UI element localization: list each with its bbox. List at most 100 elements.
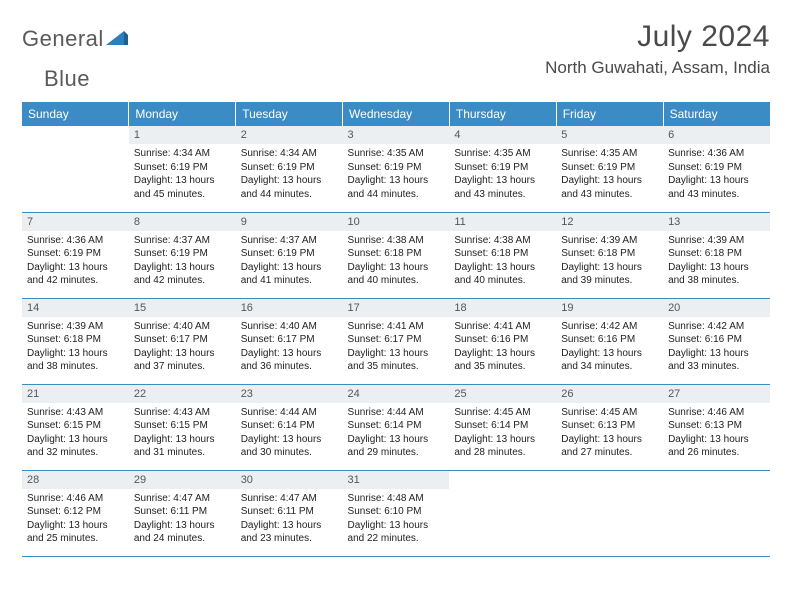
daylight-text-1: Daylight: 13 hours	[134, 519, 231, 533]
sunrise-text: Sunrise: 4:35 AM	[454, 147, 551, 161]
day-details: Sunrise: 4:42 AMSunset: 6:16 PMDaylight:…	[663, 317, 770, 376]
sunset-text: Sunset: 6:17 PM	[241, 333, 338, 347]
day-details: Sunrise: 4:44 AMSunset: 6:14 PMDaylight:…	[343, 403, 450, 462]
title-block: July 2024 North Guwahati, Assam, India	[545, 20, 770, 78]
sunset-text: Sunset: 6:16 PM	[668, 333, 765, 347]
daylight-text-1: Daylight: 13 hours	[134, 433, 231, 447]
day-details: Sunrise: 4:39 AMSunset: 6:18 PMDaylight:…	[556, 231, 663, 290]
sunrise-text: Sunrise: 4:35 AM	[348, 147, 445, 161]
sunrise-text: Sunrise: 4:36 AM	[668, 147, 765, 161]
day-number: 26	[556, 385, 663, 403]
day-number: 10	[343, 213, 450, 231]
day-number: 28	[22, 471, 129, 489]
day-details: Sunrise: 4:41 AMSunset: 6:17 PMDaylight:…	[343, 317, 450, 376]
daylight-text-1: Daylight: 13 hours	[348, 261, 445, 275]
calendar-day-cell: 21Sunrise: 4:43 AMSunset: 6:15 PMDayligh…	[22, 384, 129, 470]
day-number: 20	[663, 299, 770, 317]
day-details: Sunrise: 4:40 AMSunset: 6:17 PMDaylight:…	[236, 317, 343, 376]
calendar-day-cell: 1Sunrise: 4:34 AMSunset: 6:19 PMDaylight…	[129, 126, 236, 212]
calendar-day-cell: 4Sunrise: 4:35 AMSunset: 6:19 PMDaylight…	[449, 126, 556, 212]
sunset-text: Sunset: 6:18 PM	[348, 247, 445, 261]
sunset-text: Sunset: 6:12 PM	[27, 505, 124, 519]
calendar-day-cell: 19Sunrise: 4:42 AMSunset: 6:16 PMDayligh…	[556, 298, 663, 384]
day-details: Sunrise: 4:44 AMSunset: 6:14 PMDaylight:…	[236, 403, 343, 462]
calendar-day-cell	[556, 470, 663, 556]
calendar-day-cell	[663, 470, 770, 556]
calendar-day-cell: 13Sunrise: 4:39 AMSunset: 6:18 PMDayligh…	[663, 212, 770, 298]
daylight-text-2: and 25 minutes.	[27, 532, 124, 546]
daylight-text-2: and 43 minutes.	[454, 188, 551, 202]
daylight-text-2: and 24 minutes.	[134, 532, 231, 546]
calendar-day-cell: 7Sunrise: 4:36 AMSunset: 6:19 PMDaylight…	[22, 212, 129, 298]
day-number: 11	[449, 213, 556, 231]
sunrise-text: Sunrise: 4:41 AM	[454, 320, 551, 334]
day-details: Sunrise: 4:37 AMSunset: 6:19 PMDaylight:…	[129, 231, 236, 290]
sunrise-text: Sunrise: 4:38 AM	[348, 234, 445, 248]
daylight-text-2: and 39 minutes.	[561, 274, 658, 288]
calendar-day-cell: 12Sunrise: 4:39 AMSunset: 6:18 PMDayligh…	[556, 212, 663, 298]
calendar-day-cell: 29Sunrise: 4:47 AMSunset: 6:11 PMDayligh…	[129, 470, 236, 556]
sunset-text: Sunset: 6:19 PM	[241, 247, 338, 261]
sunset-text: Sunset: 6:18 PM	[27, 333, 124, 347]
calendar-day-cell: 26Sunrise: 4:45 AMSunset: 6:13 PMDayligh…	[556, 384, 663, 470]
logo-triangle-icon	[106, 29, 128, 50]
day-details: Sunrise: 4:43 AMSunset: 6:15 PMDaylight:…	[129, 403, 236, 462]
month-title: July 2024	[545, 20, 770, 54]
day-number: 24	[343, 385, 450, 403]
daylight-text-2: and 23 minutes.	[241, 532, 338, 546]
calendar-day-cell: 2Sunrise: 4:34 AMSunset: 6:19 PMDaylight…	[236, 126, 343, 212]
sunrise-text: Sunrise: 4:47 AM	[241, 492, 338, 506]
calendar-day-cell: 11Sunrise: 4:38 AMSunset: 6:18 PMDayligh…	[449, 212, 556, 298]
day-number: 27	[663, 385, 770, 403]
day-details: Sunrise: 4:42 AMSunset: 6:16 PMDaylight:…	[556, 317, 663, 376]
daylight-text-2: and 40 minutes.	[454, 274, 551, 288]
calendar-week-row: 21Sunrise: 4:43 AMSunset: 6:15 PMDayligh…	[22, 384, 770, 470]
daylight-text-1: Daylight: 13 hours	[348, 519, 445, 533]
calendar-week-row: 1Sunrise: 4:34 AMSunset: 6:19 PMDaylight…	[22, 126, 770, 212]
calendar-day-cell	[449, 470, 556, 556]
sunset-text: Sunset: 6:11 PM	[134, 505, 231, 519]
calendar-day-cell: 23Sunrise: 4:44 AMSunset: 6:14 PMDayligh…	[236, 384, 343, 470]
calendar-day-cell: 24Sunrise: 4:44 AMSunset: 6:14 PMDayligh…	[343, 384, 450, 470]
sunrise-text: Sunrise: 4:34 AM	[134, 147, 231, 161]
daylight-text-2: and 44 minutes.	[241, 188, 338, 202]
day-number	[663, 471, 770, 489]
calendar-day-cell: 10Sunrise: 4:38 AMSunset: 6:18 PMDayligh…	[343, 212, 450, 298]
day-header: Tuesday	[236, 102, 343, 126]
day-header: Friday	[556, 102, 663, 126]
sunrise-text: Sunrise: 4:43 AM	[134, 406, 231, 420]
daylight-text-1: Daylight: 13 hours	[454, 261, 551, 275]
day-header: Wednesday	[343, 102, 450, 126]
sunrise-text: Sunrise: 4:36 AM	[27, 234, 124, 248]
sunset-text: Sunset: 6:17 PM	[348, 333, 445, 347]
calendar-day-cell: 6Sunrise: 4:36 AMSunset: 6:19 PMDaylight…	[663, 126, 770, 212]
sunrise-text: Sunrise: 4:43 AM	[27, 406, 124, 420]
calendar-header-row: SundayMondayTuesdayWednesdayThursdayFrid…	[22, 102, 770, 126]
day-number: 25	[449, 385, 556, 403]
day-details: Sunrise: 4:40 AMSunset: 6:17 PMDaylight:…	[129, 317, 236, 376]
calendar-week-row: 28Sunrise: 4:46 AMSunset: 6:12 PMDayligh…	[22, 470, 770, 556]
sunrise-text: Sunrise: 4:46 AM	[668, 406, 765, 420]
day-details: Sunrise: 4:47 AMSunset: 6:11 PMDaylight:…	[129, 489, 236, 548]
day-details: Sunrise: 4:36 AMSunset: 6:19 PMDaylight:…	[663, 144, 770, 203]
day-number	[449, 471, 556, 489]
sunrise-text: Sunrise: 4:42 AM	[668, 320, 765, 334]
day-details: Sunrise: 4:38 AMSunset: 6:18 PMDaylight:…	[343, 231, 450, 290]
daylight-text-1: Daylight: 13 hours	[134, 174, 231, 188]
daylight-text-2: and 32 minutes.	[27, 446, 124, 460]
calendar-day-cell: 25Sunrise: 4:45 AMSunset: 6:14 PMDayligh…	[449, 384, 556, 470]
daylight-text-1: Daylight: 13 hours	[134, 261, 231, 275]
day-details: Sunrise: 4:39 AMSunset: 6:18 PMDaylight:…	[22, 317, 129, 376]
day-details: Sunrise: 4:41 AMSunset: 6:16 PMDaylight:…	[449, 317, 556, 376]
daylight-text-2: and 35 minutes.	[348, 360, 445, 374]
day-number: 22	[129, 385, 236, 403]
sunrise-text: Sunrise: 4:44 AM	[241, 406, 338, 420]
day-number: 4	[449, 126, 556, 144]
logo: General	[22, 26, 130, 52]
calendar-week-row: 7Sunrise: 4:36 AMSunset: 6:19 PMDaylight…	[22, 212, 770, 298]
day-details: Sunrise: 4:45 AMSunset: 6:14 PMDaylight:…	[449, 403, 556, 462]
calendar-week-row: 14Sunrise: 4:39 AMSunset: 6:18 PMDayligh…	[22, 298, 770, 384]
sunset-text: Sunset: 6:19 PM	[134, 161, 231, 175]
daylight-text-2: and 31 minutes.	[134, 446, 231, 460]
daylight-text-2: and 35 minutes.	[454, 360, 551, 374]
